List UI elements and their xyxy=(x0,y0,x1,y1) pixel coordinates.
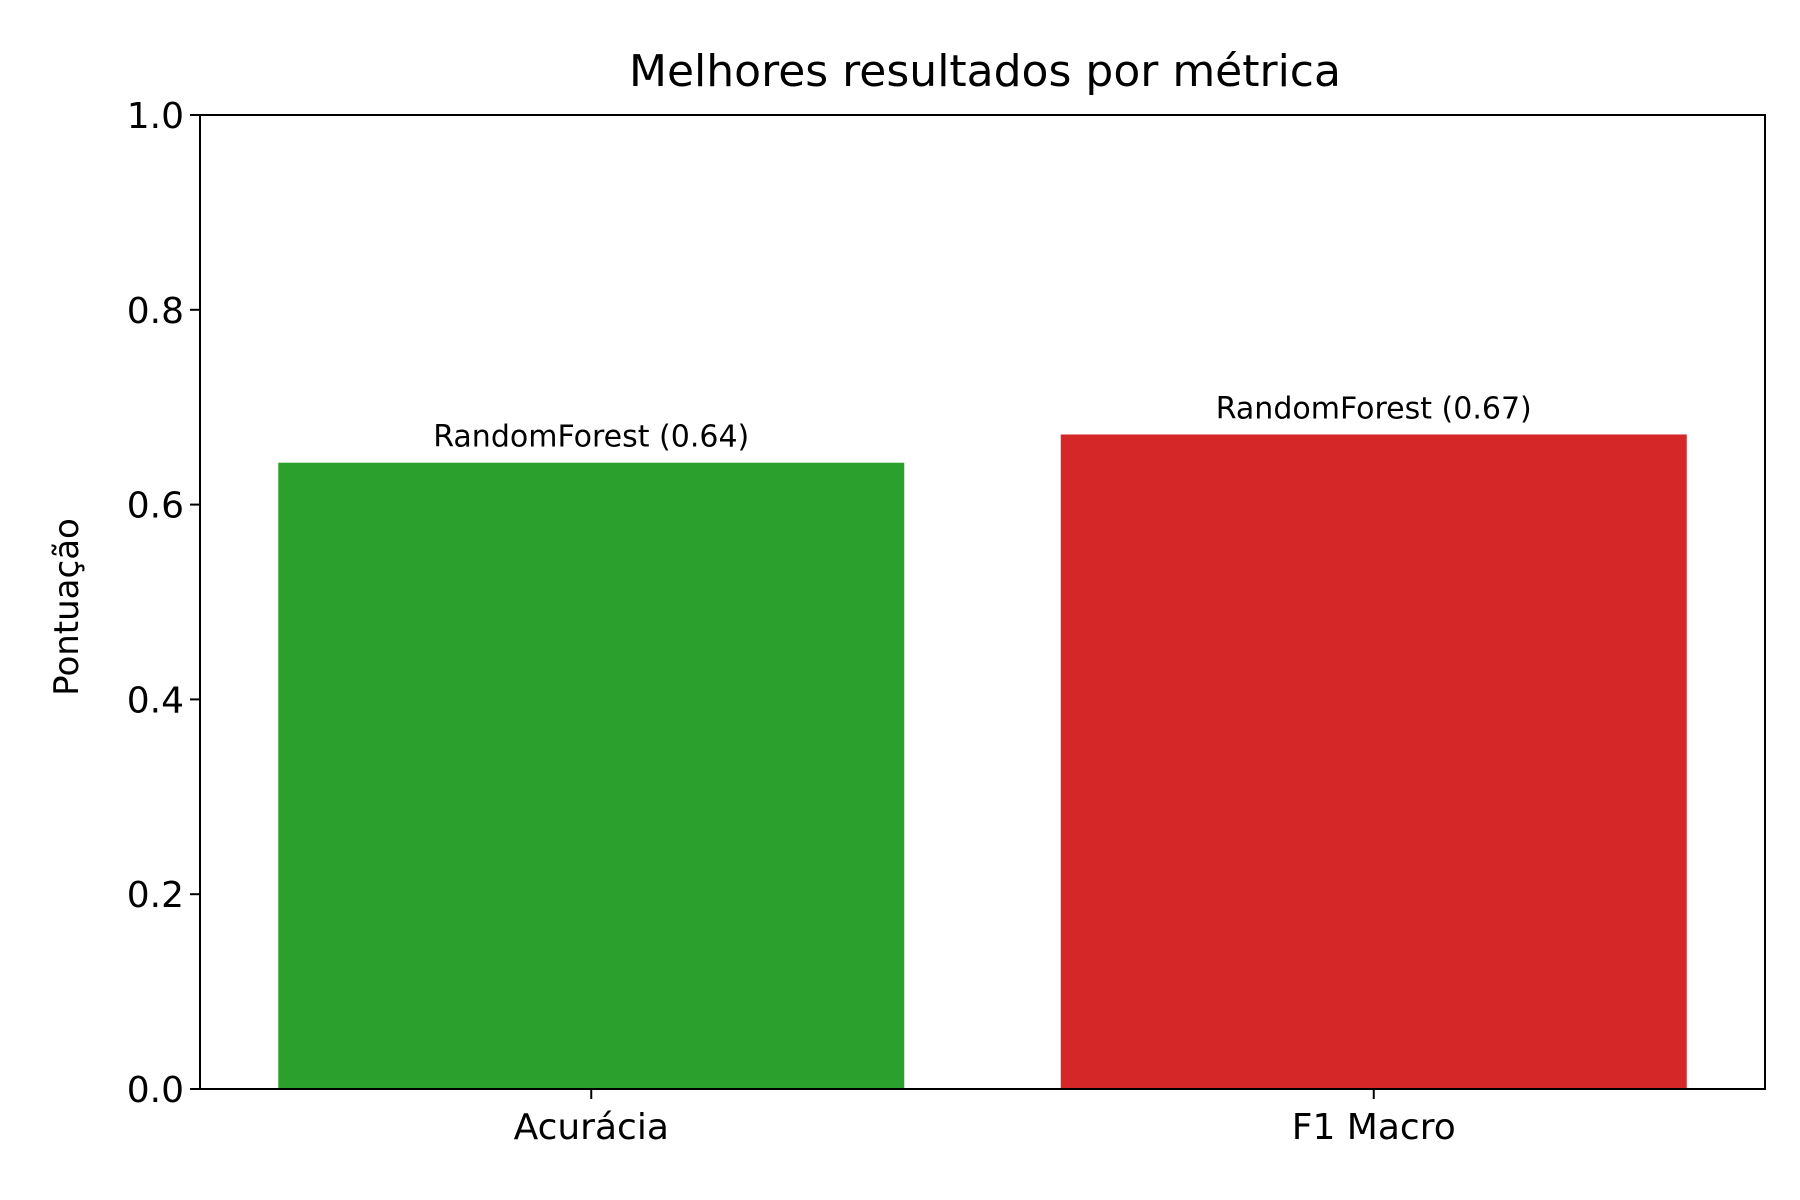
y-tick-label: 0.8 xyxy=(127,291,184,332)
y-tick-label: 0.6 xyxy=(127,486,184,527)
y-tick-label: 1.0 xyxy=(127,96,184,137)
y-tick-label: 0.2 xyxy=(127,875,184,916)
plot-frame xyxy=(199,114,1766,1090)
chart-title: Melhores resultados por métrica xyxy=(629,46,1341,97)
y-tick-label: 0.4 xyxy=(127,680,184,721)
bar-label: RandomForest (0.67) xyxy=(1216,391,1532,426)
bar xyxy=(278,462,905,1089)
x-tick-label: Acurácia xyxy=(514,1107,669,1148)
bar-label: RandomForest (0.64) xyxy=(433,420,749,455)
y-axis-label: Pontuação xyxy=(47,518,87,696)
plot-area: RandomForest (0.64) Acurácia RandomForest … xyxy=(127,96,1766,1148)
y-tick-label: 0.0 xyxy=(127,1070,184,1111)
x-tick-label: F1 Macro xyxy=(1292,1107,1456,1148)
bar xyxy=(1060,434,1687,1089)
